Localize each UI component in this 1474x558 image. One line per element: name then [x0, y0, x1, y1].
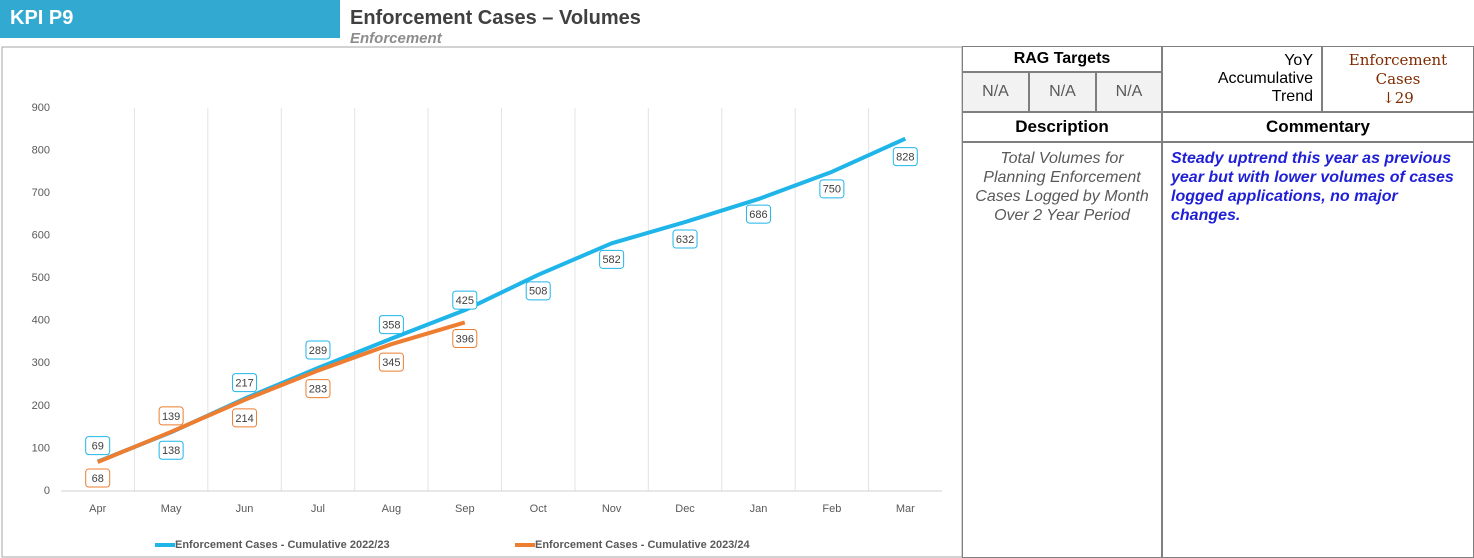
y-tick-label: 900	[32, 102, 50, 114]
x-tick-label: May	[161, 503, 182, 515]
x-tick-label: Mar	[896, 503, 915, 515]
data-label-box	[452, 290, 478, 310]
chart: 0 100 200 300 400 500 600 700 800 900 Apr May Jun Jul…	[1, 46, 962, 558]
chart-border	[1, 46, 962, 558]
trend-value: ↓29	[1382, 88, 1414, 107]
y-tick-label: 500	[32, 272, 50, 284]
x-tick-label: Jun	[236, 503, 254, 515]
x-tick-label: Jan	[750, 503, 768, 515]
data-label: 686	[749, 209, 767, 221]
trend-name: Enforcement Cases	[1348, 50, 1448, 88]
x-tick-label: Apr	[89, 503, 106, 515]
data-label: 828	[896, 152, 914, 164]
data-label: 582	[602, 254, 620, 266]
description-text: Total Volumes for Planning Enforcement C…	[962, 142, 1162, 558]
x-tick-label: Oct	[530, 503, 547, 515]
y-tick-label: 300	[32, 357, 50, 369]
y-tick-label: 0	[44, 485, 50, 497]
legend-label: Enforcement Cases - Cumulative 2022/23	[175, 539, 390, 551]
data-label-box	[892, 147, 918, 167]
data-label: 217	[235, 378, 253, 390]
data-label: 289	[309, 345, 327, 357]
x-tick-label: Jul	[311, 503, 325, 515]
data-label-box	[525, 281, 551, 301]
y-tick-label: 800	[32, 144, 50, 156]
data-label: 358	[382, 320, 400, 332]
x-tick-label: Aug	[382, 503, 402, 515]
data-label-box	[232, 373, 258, 393]
data-label: 69	[92, 441, 104, 453]
rag-title: RAG Targets	[962, 46, 1162, 72]
data-label-box	[745, 204, 771, 224]
commentary-title: Commentary	[1162, 112, 1474, 142]
trend-cell: Enforcement Cases ↓29	[1322, 46, 1474, 112]
legend-label: Enforcement Cases - Cumulative 2023/24	[535, 539, 750, 551]
data-label-box	[305, 379, 331, 399]
kpi-box: KPI P9	[0, 0, 340, 38]
page-title: Enforcement Cases – Volumes	[350, 7, 641, 29]
data-label-box	[599, 249, 625, 269]
data-label-box	[672, 229, 698, 249]
data-label-box	[452, 328, 478, 348]
x-tick-label: Nov	[602, 503, 622, 515]
commentary-text: Steady uptrend this year as previous yea…	[1162, 142, 1474, 558]
x-tick-label: Feb	[822, 503, 841, 515]
data-label-box	[819, 179, 845, 199]
data-label-box	[85, 468, 111, 488]
data-label: 138	[162, 445, 180, 457]
data-label: 345	[382, 357, 400, 369]
y-tick-label: 700	[32, 187, 50, 199]
rag-cell: N/A	[1096, 72, 1162, 112]
trend-label: YoY Accumulative Trend	[1162, 46, 1322, 112]
rag-cell: N/A	[1029, 72, 1096, 112]
data-label-box	[232, 408, 258, 428]
data-label-box	[158, 406, 184, 426]
y-tick-label: 600	[32, 230, 50, 242]
rag-cell: N/A	[962, 72, 1029, 112]
page-subtitle: Enforcement	[350, 30, 442, 47]
data-label: 68	[92, 473, 104, 485]
data-label-box	[378, 315, 404, 335]
kpi-code: KPI P9	[10, 7, 74, 29]
data-label-box	[378, 352, 404, 372]
data-label: 508	[529, 286, 547, 298]
data-label-box	[85, 436, 111, 456]
data-label-box	[305, 340, 331, 360]
data-label: 632	[676, 234, 694, 246]
y-tick-label: 100	[32, 442, 50, 454]
data-label-box	[158, 440, 184, 460]
data-label: 139	[162, 411, 180, 423]
x-tick-label: Dec	[675, 503, 695, 515]
data-label: 214	[235, 413, 253, 425]
series-line	[96, 320, 466, 464]
data-label: 283	[309, 383, 327, 395]
x-tick-label: Sep	[455, 503, 475, 515]
y-tick-label: 400	[32, 315, 50, 327]
y-tick-label: 200	[32, 400, 50, 412]
description-title: Description	[962, 112, 1162, 142]
data-label: 750	[823, 184, 841, 196]
data-label: 425	[456, 295, 474, 307]
data-label: 396	[456, 333, 474, 345]
